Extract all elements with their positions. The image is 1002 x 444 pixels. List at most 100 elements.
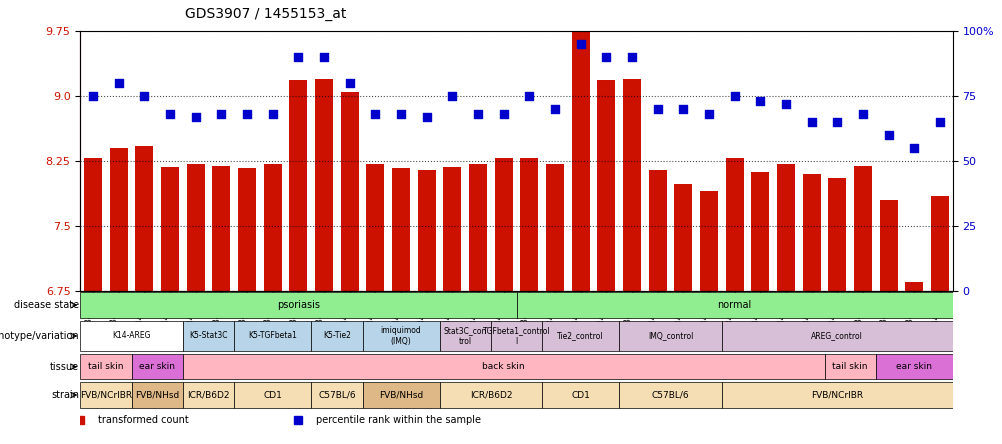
Point <box>444 92 460 99</box>
Bar <box>699 191 717 291</box>
Bar <box>366 164 384 291</box>
Bar <box>725 159 742 291</box>
Bar <box>161 167 179 291</box>
Point <box>110 79 126 87</box>
Bar <box>571 31 589 291</box>
Point <box>238 111 255 118</box>
FancyBboxPatch shape <box>80 321 182 351</box>
FancyBboxPatch shape <box>439 321 490 351</box>
Bar <box>930 196 948 291</box>
Point <box>393 111 409 118</box>
Bar <box>186 164 204 291</box>
Point <box>700 111 716 118</box>
Bar <box>750 172 769 291</box>
Text: genotype/variation: genotype/variation <box>0 331 79 341</box>
Text: GDS3907 / 1455153_at: GDS3907 / 1455153_at <box>184 7 346 21</box>
Bar <box>135 147 153 291</box>
Point <box>572 40 588 48</box>
Text: FVB/NHsd: FVB/NHsd <box>379 391 423 400</box>
Bar <box>879 200 897 291</box>
Text: AREG_control: AREG_control <box>811 332 863 341</box>
Point <box>880 131 896 139</box>
Text: C57BL/6: C57BL/6 <box>318 391 356 400</box>
Text: K14-AREG: K14-AREG <box>112 332 150 341</box>
Point <box>674 106 690 113</box>
FancyBboxPatch shape <box>516 293 952 318</box>
Bar <box>853 166 871 291</box>
Point <box>623 54 639 61</box>
Text: K5-Stat3C: K5-Stat3C <box>189 332 227 341</box>
Point <box>931 119 947 126</box>
Text: disease state: disease state <box>14 300 79 310</box>
FancyBboxPatch shape <box>542 382 618 408</box>
Text: FVB/NCrIBR: FVB/NCrIBR <box>80 391 132 400</box>
Text: FVB/NHsd: FVB/NHsd <box>135 391 179 400</box>
FancyBboxPatch shape <box>875 354 952 380</box>
Text: percentile rank within the sample: percentile rank within the sample <box>316 415 480 424</box>
Text: IMQ_control: IMQ_control <box>647 332 692 341</box>
Text: FVB/NCrIBR: FVB/NCrIBR <box>811 391 863 400</box>
Text: K5-Tie2: K5-Tie2 <box>323 332 351 341</box>
Bar <box>777 164 795 291</box>
Bar <box>545 164 563 291</box>
Bar <box>264 164 282 291</box>
FancyBboxPatch shape <box>618 382 721 408</box>
Bar <box>802 174 820 291</box>
FancyBboxPatch shape <box>311 321 362 351</box>
Point <box>495 111 511 118</box>
Text: psoriasis: psoriasis <box>277 300 320 310</box>
FancyBboxPatch shape <box>182 382 234 408</box>
FancyBboxPatch shape <box>824 354 875 380</box>
Text: imiquimod
(IMQ): imiquimod (IMQ) <box>381 326 421 346</box>
Text: C57BL/6: C57BL/6 <box>651 391 688 400</box>
FancyBboxPatch shape <box>80 293 516 318</box>
Bar <box>828 178 846 291</box>
FancyBboxPatch shape <box>490 321 542 351</box>
Point <box>470 111 486 118</box>
Point <box>162 111 178 118</box>
Point <box>316 54 332 61</box>
Point <box>291 54 307 61</box>
Bar <box>109 148 127 291</box>
Point <box>187 113 203 120</box>
Bar <box>84 159 102 291</box>
Point <box>367 111 383 118</box>
FancyBboxPatch shape <box>234 321 311 351</box>
Bar <box>315 79 333 291</box>
FancyBboxPatch shape <box>80 382 131 408</box>
Text: ICR/B6D2: ICR/B6D2 <box>187 391 229 400</box>
Bar <box>417 170 435 291</box>
FancyBboxPatch shape <box>131 382 182 408</box>
Bar <box>648 170 666 291</box>
Text: Stat3C_con
trol: Stat3C_con trol <box>443 326 486 346</box>
Text: tail skin: tail skin <box>832 362 867 371</box>
FancyBboxPatch shape <box>311 382 362 408</box>
Bar <box>341 92 359 291</box>
Point <box>136 92 152 99</box>
Bar <box>622 79 640 291</box>
Text: tissue: tissue <box>50 362 79 372</box>
Point <box>906 144 922 151</box>
Point <box>752 98 768 105</box>
FancyBboxPatch shape <box>234 382 311 408</box>
Text: CD1: CD1 <box>571 391 589 400</box>
Bar <box>673 184 691 291</box>
Point <box>854 111 870 118</box>
Bar <box>237 168 256 291</box>
Bar <box>597 80 615 291</box>
Point <box>418 113 434 120</box>
Text: ICR/B6D2: ICR/B6D2 <box>469 391 512 400</box>
Bar <box>494 159 512 291</box>
Point <box>778 100 794 107</box>
FancyBboxPatch shape <box>721 382 952 408</box>
Text: transformed count: transformed count <box>97 415 188 424</box>
Point <box>546 106 562 113</box>
Bar <box>469 164 487 291</box>
FancyBboxPatch shape <box>131 354 182 380</box>
Text: strain: strain <box>51 390 79 400</box>
FancyBboxPatch shape <box>182 321 234 351</box>
Text: Tie2_control: Tie2_control <box>557 332 603 341</box>
FancyBboxPatch shape <box>182 354 824 380</box>
Text: ear skin: ear skin <box>139 362 175 371</box>
Text: back skin: back skin <box>482 362 524 371</box>
